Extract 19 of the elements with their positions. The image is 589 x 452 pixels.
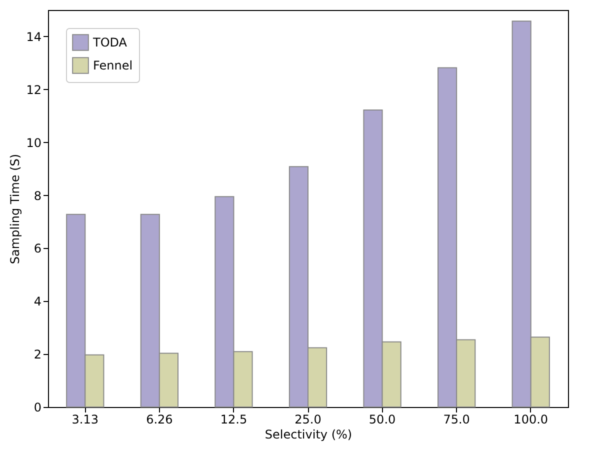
legend-label: TODA	[92, 36, 128, 50]
x-tick-label: 3.13	[72, 412, 98, 426]
y-axis-title: Sampling Time (S)	[8, 154, 22, 264]
x-tick-label: 50.0	[368, 412, 396, 426]
x-tick-label: 100.0	[514, 412, 548, 426]
x-axis-title: Selectivity (%)	[264, 428, 352, 442]
y-tick-label: 14	[26, 30, 42, 44]
y-tick-label: 2	[34, 348, 42, 362]
x-tick-label: 6.26	[146, 412, 173, 426]
y-tick-label: 10	[26, 136, 42, 150]
y-tick-label: 4	[34, 294, 42, 309]
x-tick-label: 75.0	[443, 412, 470, 426]
x-tick-label: 12.5	[220, 412, 248, 426]
x-tick-label: 25.0	[294, 412, 322, 426]
y-tick-label: 8	[34, 188, 42, 203]
legend-label: Fennel	[93, 58, 133, 72]
y-tick-label: 0	[34, 400, 42, 414]
y-tick-label: 6	[34, 242, 42, 256]
y-tick-label: 12	[26, 82, 42, 97]
